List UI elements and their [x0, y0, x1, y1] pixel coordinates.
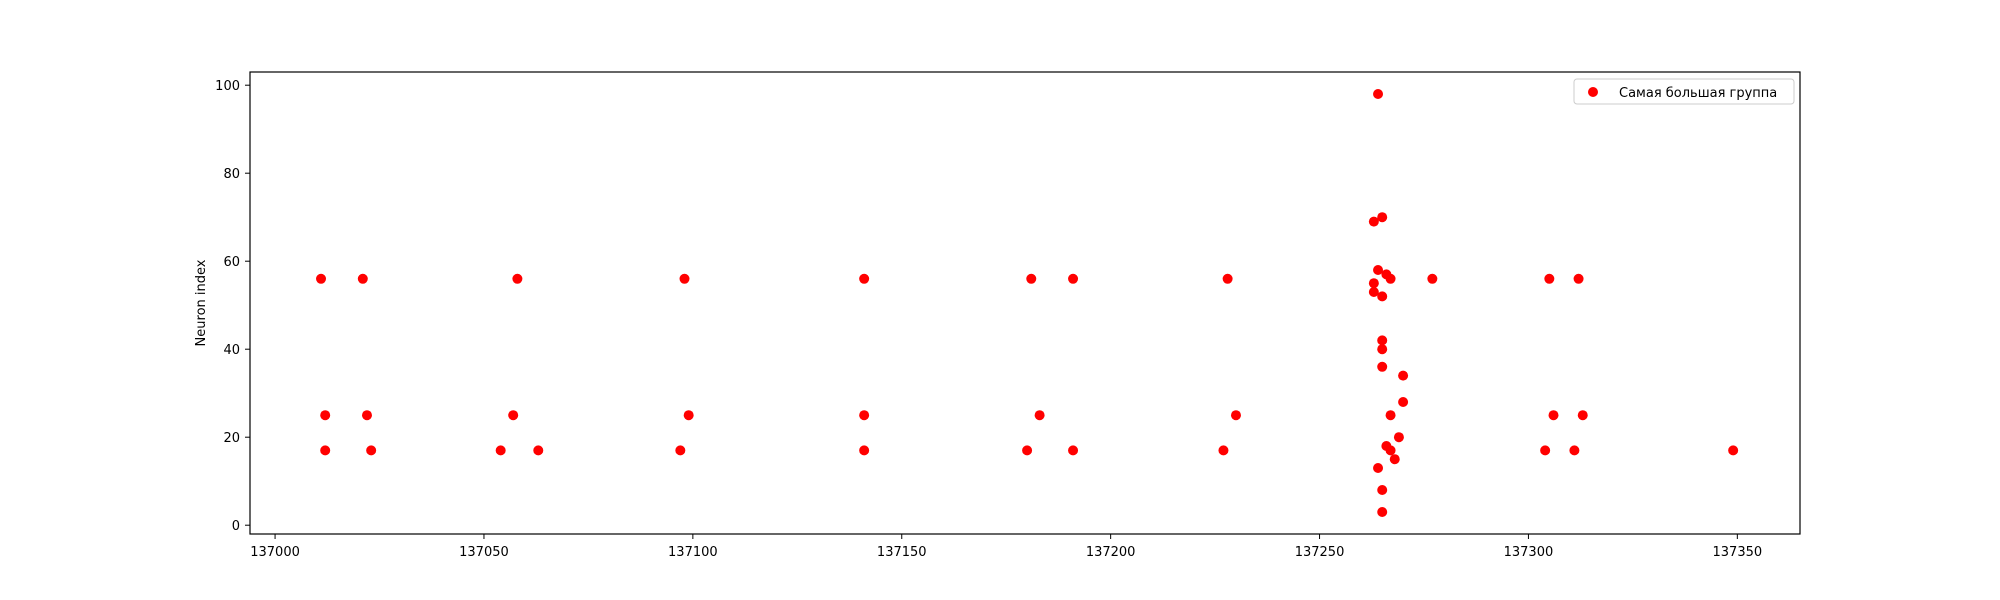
data-point — [859, 410, 870, 421]
data-point — [495, 445, 506, 456]
data-point — [1377, 507, 1388, 517]
x-tick-label: 137150 — [877, 545, 927, 560]
legend-frame — [1573, 78, 1795, 105]
data-point — [1218, 445, 1229, 456]
data-point — [1377, 361, 1388, 372]
data-point — [361, 410, 372, 421]
data-point — [1540, 445, 1551, 456]
data-point — [675, 445, 686, 456]
data-point — [1427, 273, 1438, 284]
data-point — [320, 410, 331, 421]
legend-marker — [1588, 87, 1598, 97]
y-tick-label: 20 — [223, 431, 240, 446]
x-axis: 137000 137050 137100 137150 137200 137250 1373… — [250, 534, 1762, 560]
data-point — [679, 273, 690, 284]
x-tick-label: 137350 — [1713, 545, 1763, 560]
data-point — [1377, 212, 1388, 223]
data-point — [366, 445, 377, 456]
data-point — [1573, 273, 1584, 284]
x-tick-label: 137050 — [459, 545, 509, 560]
y-axis: 0 20 40 60 80 100 — [215, 79, 250, 534]
data-point — [1034, 410, 1045, 421]
data-point — [1385, 410, 1396, 421]
data-point — [1385, 445, 1396, 456]
data-point — [1377, 291, 1388, 302]
data-point — [1728, 445, 1739, 456]
plot-area-frame — [249, 71, 1801, 535]
data-point — [1385, 273, 1396, 284]
data-point — [859, 445, 870, 456]
x-tick-label: 137100 — [668, 545, 718, 560]
data-point — [533, 445, 544, 456]
x-tick-label: 137300 — [1504, 545, 1554, 560]
data-point — [316, 273, 327, 284]
y-tick-label: 60 — [223, 255, 240, 270]
data-point — [357, 273, 368, 284]
data-point — [1373, 89, 1384, 99]
x-tick-label: 137000 — [250, 545, 300, 560]
data-point — [508, 410, 519, 421]
data-point — [320, 445, 331, 456]
legend-label: Самая большая группа — [1619, 86, 1777, 101]
data-point — [1389, 454, 1400, 465]
data-point — [1373, 463, 1384, 473]
data-point — [1230, 410, 1241, 421]
y-axis-label: Neuron index — [194, 259, 209, 346]
data-point — [1022, 445, 1033, 456]
y-tick-label: 100 — [215, 79, 240, 94]
data-point — [1068, 445, 1079, 456]
data-point — [1377, 485, 1388, 495]
data-point — [1577, 410, 1588, 421]
data-point — [1544, 273, 1555, 284]
data-point — [1398, 397, 1409, 407]
y-tick-label: 40 — [223, 343, 240, 358]
data-point — [1377, 344, 1388, 355]
data-point — [1068, 273, 1079, 284]
data-point — [1393, 432, 1404, 443]
x-tick-label: 137200 — [1086, 545, 1136, 560]
y-tick-label: 0 — [232, 519, 240, 534]
data-point — [1026, 273, 1037, 284]
data-point — [1368, 278, 1379, 289]
data-points — [316, 89, 1739, 517]
data-point — [1373, 265, 1384, 275]
data-point — [1368, 216, 1379, 227]
data-point — [1377, 335, 1388, 346]
data-point — [683, 410, 694, 421]
legend: Самая большая группа — [1573, 78, 1795, 105]
x-tick-label: 137250 — [1295, 545, 1345, 560]
data-point — [859, 273, 870, 284]
y-tick-label: 80 — [223, 167, 240, 182]
data-point — [512, 273, 523, 284]
data-point — [1548, 410, 1559, 421]
data-point — [1398, 370, 1409, 381]
data-point — [1222, 273, 1233, 284]
data-point — [1569, 445, 1580, 456]
data-point — [1368, 287, 1379, 297]
